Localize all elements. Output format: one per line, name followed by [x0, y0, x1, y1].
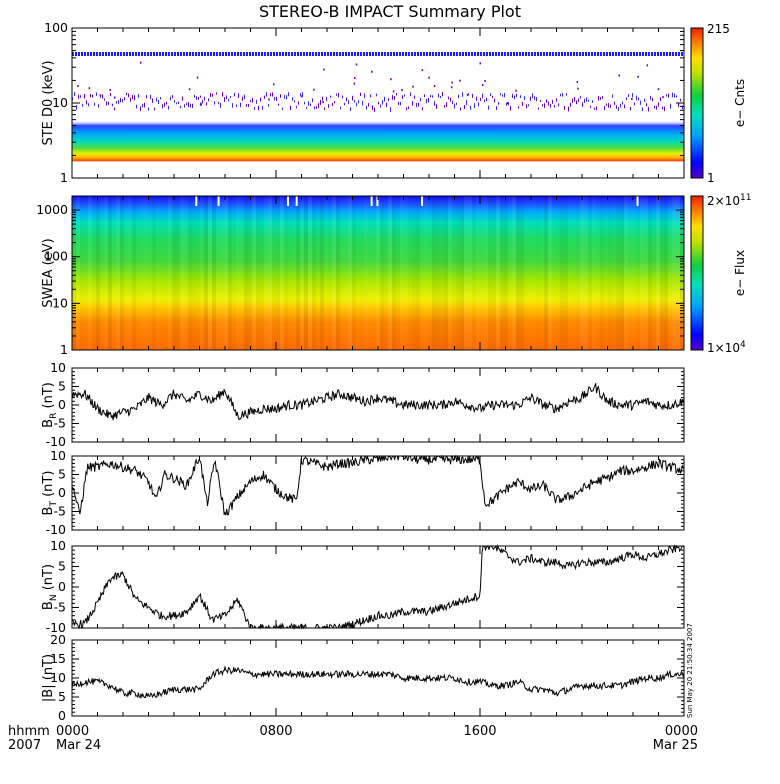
- swea-colorbar-label: e− Flux: [733, 250, 747, 296]
- panel-5: 10 5 0 -5 -10 BN (nT): [41, 538, 685, 635]
- y-tick-label: 10: [50, 360, 66, 375]
- y-tick-label: 10: [52, 295, 68, 310]
- y-tick-label: -5: [54, 504, 66, 519]
- swea-spectrogram-texture: [72, 196, 684, 350]
- y-axis-label: SWEA (eV): [41, 238, 56, 307]
- y-axis-label: STE D0 (keV): [41, 60, 56, 145]
- swea-colorbar-max: 2×1011: [707, 193, 751, 208]
- y-tick-label: -10: [46, 434, 66, 449]
- panel-3: 10 5 0 -5 -10 BR (nT): [41, 360, 685, 449]
- series-line: [71, 544, 685, 630]
- ste-colorbar: 215 1 e− Cnts: [690, 22, 747, 185]
- footer-tick-date: Mar 25: [653, 738, 698, 753]
- panel-6: 20 15 10 5 0|B| (nT): [41, 632, 685, 723]
- y-tick-label: -10: [46, 522, 66, 537]
- y-tick-label: 0: [58, 579, 66, 594]
- y-tick-label: 1: [60, 342, 68, 357]
- panel-2: 1 10 100 1000 SWEA (eV): [36, 195, 685, 357]
- panel-4: 10 5 0 -5 -10 BT (nT): [41, 448, 685, 537]
- y-tick-label: 0: [58, 485, 66, 500]
- y-axis-label: BN (nT): [41, 564, 59, 610]
- ste-colorbar-min: 1: [707, 171, 715, 185]
- ste-colorbar-max: 215: [707, 22, 730, 36]
- footer-tick-date: Mar 24: [56, 738, 101, 753]
- panel-1: 1 10 100 STE D0 (keV): [41, 20, 685, 185]
- y-tick-label: -10: [46, 620, 66, 635]
- plot-title: STEREO-B IMPACT Summary Plot: [259, 2, 521, 21]
- y-tick-label: 100: [44, 249, 68, 264]
- footer-hhmm: hhmm: [8, 724, 50, 739]
- y-axis-label: BR (nT): [41, 382, 59, 428]
- y-tick-label: 10: [50, 538, 66, 553]
- y-axis-label: |B| (nT): [41, 654, 56, 702]
- y-tick-label: -5: [54, 600, 66, 615]
- generation-timestamp: Sun May 20 21:50:34 2007: [686, 623, 694, 718]
- y-tick-label: 10: [52, 95, 68, 110]
- swea-colorbar: 2×1011 1×104 e− Flux: [690, 193, 751, 355]
- ste-spectrogram-texture: [72, 52, 683, 113]
- series-line: [71, 665, 685, 699]
- footer-tick-hhmm: 1600: [463, 724, 496, 739]
- y-tick-label: -5: [54, 416, 66, 431]
- y-axis-label: BT (nT): [41, 471, 59, 516]
- footer-tick-hhmm: 0000: [56, 724, 89, 739]
- swea-spectrogram: [72, 196, 684, 350]
- series-line: [71, 383, 685, 421]
- y-tick-label: 0: [58, 708, 66, 723]
- y-tick-label: 10: [50, 448, 66, 463]
- y-tick-label: 5: [58, 467, 66, 482]
- panel-frame: [71, 455, 685, 531]
- y-tick-label: 5: [58, 379, 66, 394]
- y-tick-label: 100: [44, 20, 68, 35]
- swea-spectrogram-body: [72, 196, 684, 350]
- y-tick-label: 20: [50, 632, 66, 647]
- footer-tick-hhmm: 0800: [259, 724, 292, 739]
- y-tick-label: 5: [58, 689, 66, 704]
- y-tick-label: 10: [50, 670, 66, 685]
- y-tick-label: 1: [60, 170, 68, 185]
- y-tick-label: 1000: [36, 202, 68, 217]
- panel-frame: [71, 639, 685, 717]
- footer-tick-hhmm: 0000: [665, 724, 698, 739]
- swea-colorbar-min: 1×104: [707, 340, 746, 355]
- series-line: [71, 454, 685, 516]
- y-tick-label: 5: [58, 559, 66, 574]
- ste-colorbar-label: e− Cnts: [733, 79, 747, 127]
- footer-year: 2007: [8, 738, 41, 753]
- y-tick-label: 0: [58, 397, 66, 412]
- ste-spectrogram: [72, 28, 684, 178]
- y-tick-label: 15: [50, 651, 66, 666]
